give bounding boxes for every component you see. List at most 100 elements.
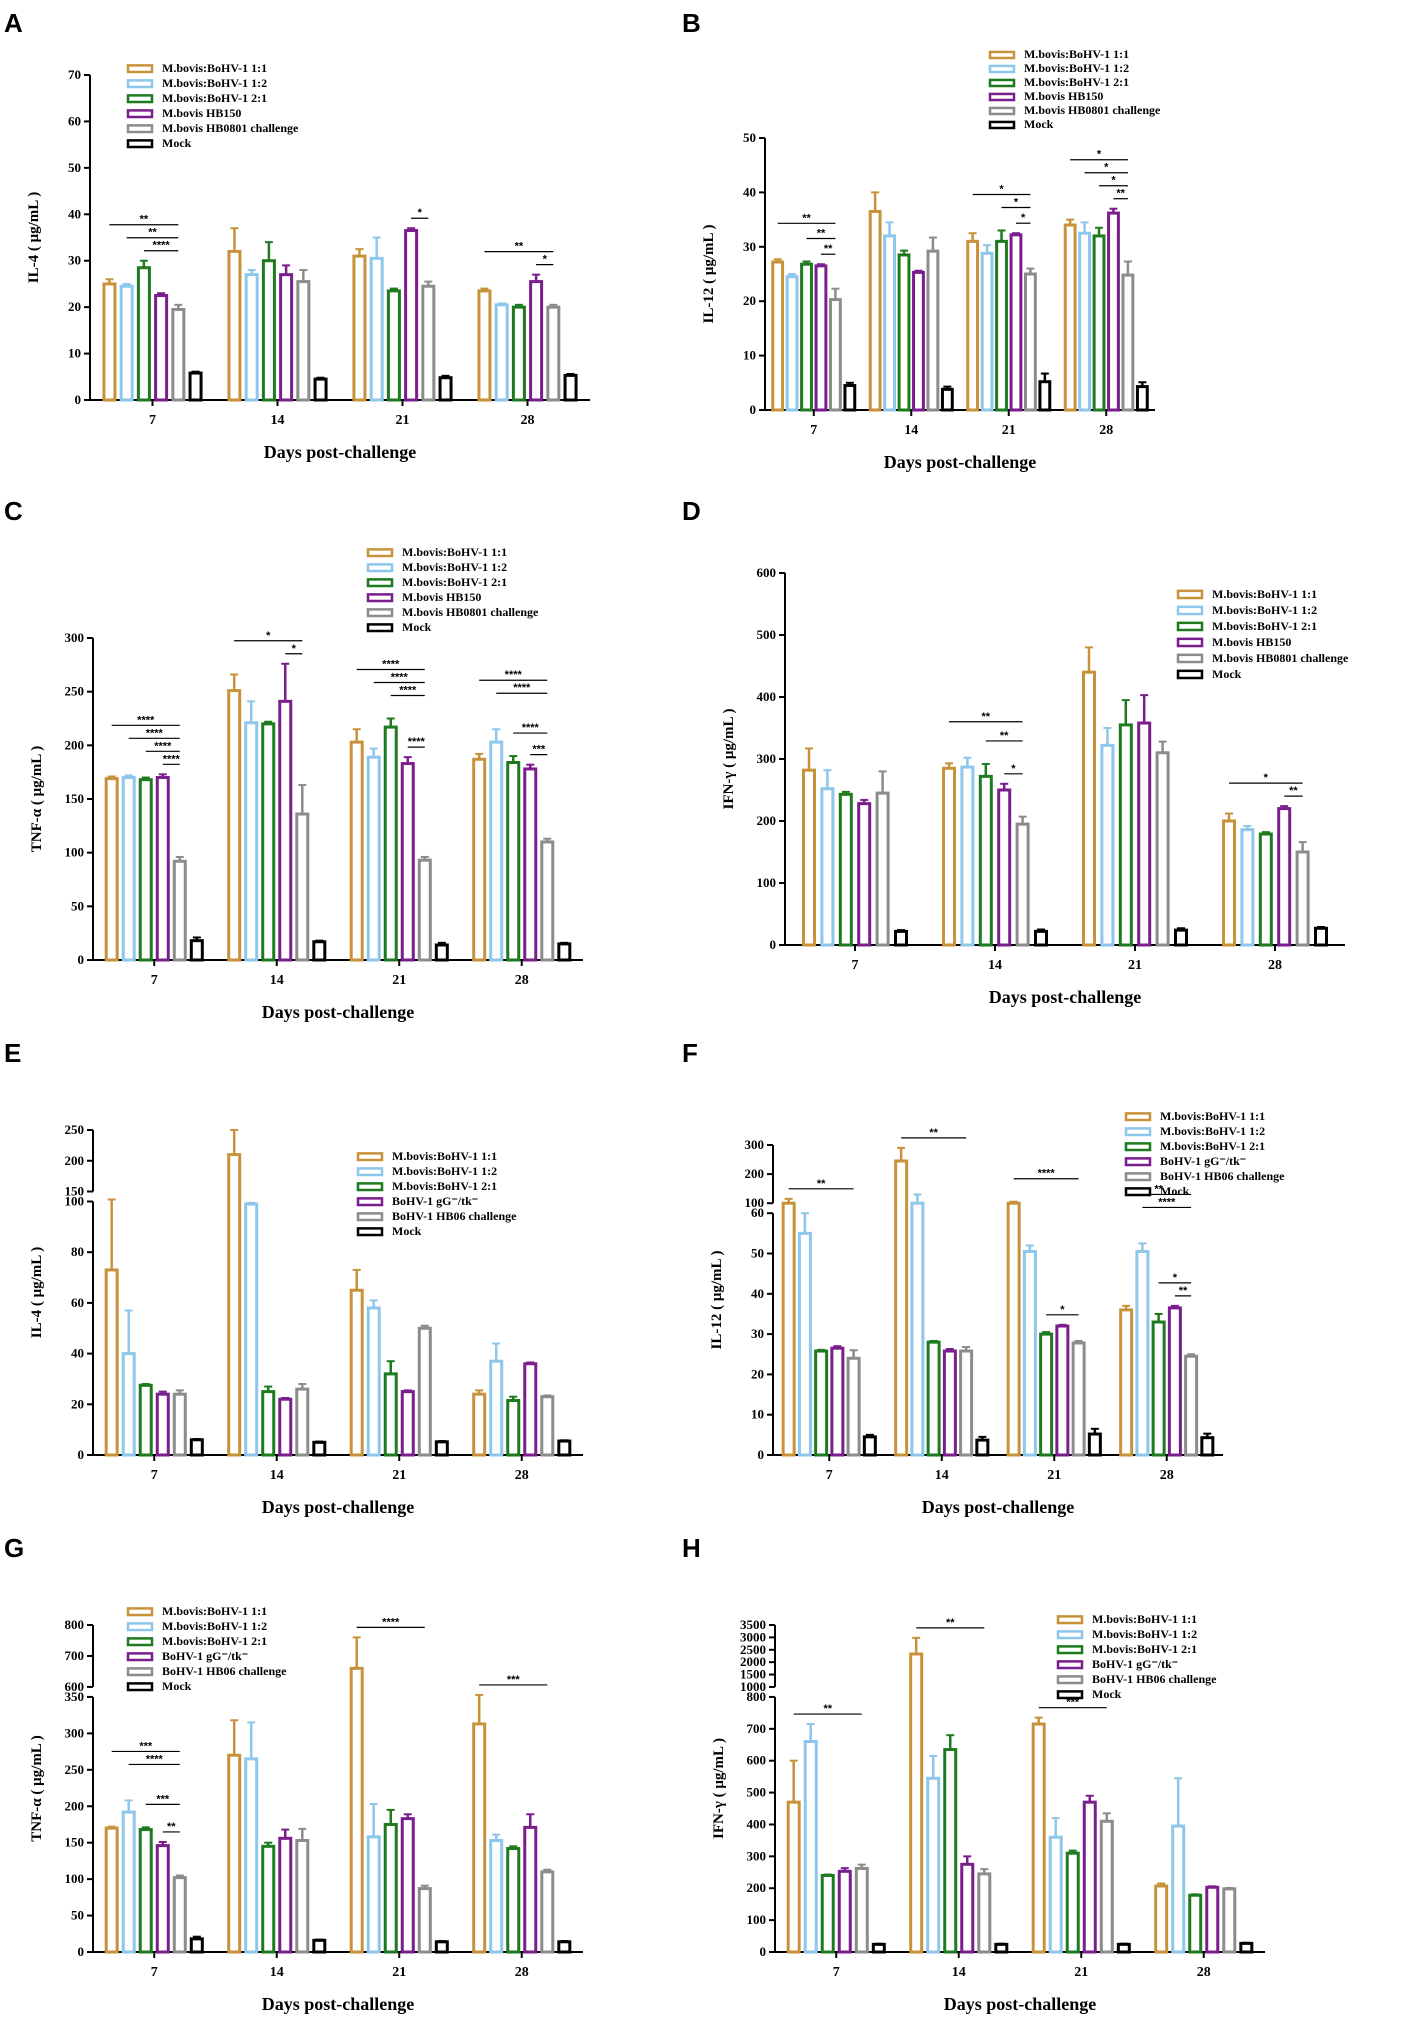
significance-label: ***	[1066, 1697, 1080, 1709]
bar	[894, 929, 908, 947]
bar	[227, 1753, 242, 1954]
bar	[846, 1356, 861, 1457]
panel-letter: D	[682, 496, 701, 526]
y-tick-label: 250	[65, 684, 85, 699]
bar	[1118, 723, 1133, 947]
legend-label: BoHV-1 HB06 challenge	[162, 1664, 287, 1678]
y-tick-label: 300	[747, 1848, 767, 1863]
bar	[261, 1844, 276, 1954]
bar	[489, 1359, 504, 1457]
y-tick-label: 600	[757, 565, 777, 580]
bar	[966, 239, 980, 412]
legend-swatch	[1124, 1127, 1152, 1137]
legend-label: BoHV-1 gG⁻/tk⁻	[1092, 1657, 1178, 1671]
legend: M.bovis:BoHV-1 1:1M.bovis:BoHV-1 1:2M.bo…	[988, 47, 1161, 131]
bar	[295, 812, 310, 962]
y-tick-label: 80	[71, 1244, 84, 1259]
y-tick-label: 2000	[740, 1654, 766, 1669]
x-tick-label: 21	[392, 1965, 406, 1980]
y-tick-label: 40	[743, 184, 756, 199]
legend-swatch	[126, 64, 154, 74]
legend-label: Mock	[162, 136, 192, 150]
bar	[349, 1666, 364, 1954]
panel-letter: G	[4, 1533, 24, 1563]
x-axis-title: Days post-challenge	[262, 1994, 415, 2014]
y-tick-label: 100	[757, 875, 777, 890]
significance-label: **	[817, 227, 826, 239]
bar	[472, 1722, 487, 1954]
x-tick-label: 7	[826, 1468, 833, 1483]
bar	[189, 1438, 204, 1457]
bar	[1167, 1306, 1182, 1457]
y-tick-label: 200	[745, 1166, 765, 1181]
legend-label: M.bovis:BoHV-1 2:1	[1160, 1139, 1265, 1153]
y-tick-label: 200	[65, 1153, 85, 1168]
bar	[366, 1835, 381, 1954]
legend-swatch	[988, 120, 1016, 130]
y-tick-label: 200	[747, 1880, 767, 1895]
legend-swatch	[366, 593, 394, 603]
bar	[104, 1826, 119, 1954]
bar	[417, 1887, 432, 1954]
legend-swatch	[1176, 621, 1204, 632]
panel-letter: B	[682, 8, 701, 38]
legend-swatch	[366, 623, 394, 633]
bar	[1034, 929, 1048, 947]
bar	[523, 1362, 538, 1457]
x-tick-label: 21	[1002, 423, 1016, 438]
y-tick-label: 60	[71, 1295, 84, 1310]
bar	[121, 776, 136, 962]
y-tick-label: 20	[68, 299, 81, 314]
x-tick-label: 21	[392, 973, 406, 988]
bar	[797, 1231, 812, 1457]
significance-label: ****	[382, 659, 400, 671]
bar	[1137, 721, 1152, 947]
legend: M.bovis:BoHV-1 1:1M.bovis:BoHV-1 1:2M.bo…	[126, 61, 299, 150]
x-tick-label: 14	[988, 958, 1002, 973]
y-tick-label: 0	[770, 937, 777, 952]
x-tick-label: 7	[151, 973, 158, 988]
y-tick-label: 1500	[740, 1667, 766, 1682]
significance-label: ****	[1038, 1168, 1056, 1180]
legend-label: M.bovis HB150	[1212, 635, 1291, 649]
legend-swatch	[1056, 1690, 1084, 1700]
significance-label: **	[1179, 1285, 1188, 1297]
y-axis-title: IL-12 ( μg/mL )	[701, 225, 717, 324]
legend-label: M.bovis:BoHV-1 2:1	[162, 91, 267, 105]
significance-label: **	[1154, 1183, 1163, 1195]
legend-swatch	[356, 1212, 384, 1222]
bar	[523, 1825, 538, 1954]
y-tick-label: 50	[71, 898, 84, 913]
legend: M.bovis:BoHV-1 1:1M.bovis:BoHV-1 1:2M.bo…	[126, 1604, 287, 1693]
bar	[472, 1392, 487, 1457]
legend-label: Mock	[1024, 117, 1054, 131]
bar	[943, 1748, 958, 1954]
significance-label: ***	[507, 1674, 521, 1686]
bar	[244, 1757, 259, 1954]
bar	[511, 305, 526, 402]
x-tick-label: 21	[392, 1468, 406, 1483]
bar	[278, 699, 293, 962]
y-tick-label: 10	[68, 346, 81, 361]
legend-swatch	[126, 139, 154, 149]
bar	[104, 1268, 119, 1457]
bar	[1184, 1354, 1199, 1457]
legend-label: M.bovis:BoHV-1 2:1	[402, 575, 507, 589]
x-tick-label: 14	[904, 423, 918, 438]
x-axis-title: Days post-challenge	[884, 452, 1037, 472]
bar	[138, 778, 153, 962]
legend-swatch	[126, 1637, 154, 1647]
y-axis-title: IL-12 ( μg/mL )	[709, 1251, 725, 1350]
y-tick-label: 0	[750, 402, 757, 417]
significance-label: ****	[146, 1753, 164, 1765]
x-tick-label: 28	[1197, 1965, 1211, 1980]
legend-swatch	[988, 50, 1016, 60]
x-tick-label: 28	[521, 413, 535, 428]
legend-swatch	[1124, 1187, 1152, 1197]
bar	[104, 777, 119, 962]
